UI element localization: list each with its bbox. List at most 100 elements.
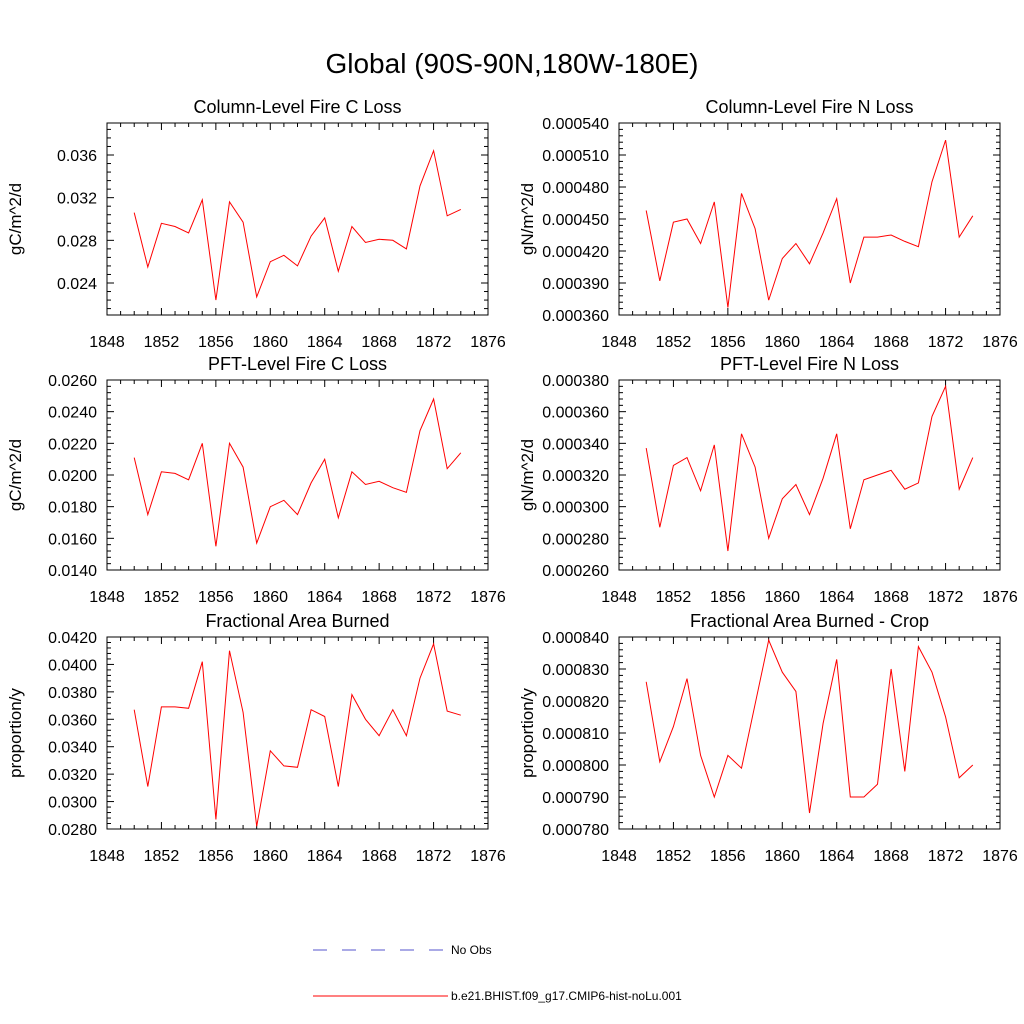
y-tick-label: 0.000840: [542, 630, 609, 647]
series-line: [645, 638, 974, 814]
x-tick-label: 1868: [361, 334, 397, 351]
y-tick-label: 0.036: [57, 148, 97, 165]
x-tick-label: 1848: [601, 589, 637, 606]
y-tick-label: 0.000280: [542, 531, 609, 548]
legend-label-no-obs: No Obs: [451, 943, 492, 957]
y-tick-label: 0.0200: [48, 468, 97, 485]
y-tick-label: 0.0160: [48, 531, 97, 548]
y-tick-label: 0.0300: [48, 795, 97, 812]
x-tick-label: 1868: [873, 848, 909, 865]
series-line: [645, 139, 974, 308]
x-tick-label: 1864: [819, 589, 855, 606]
x-tick-label: 1856: [198, 589, 234, 606]
y-tick-label: 0.000790: [542, 790, 609, 807]
y-tick-label: 0.000780: [542, 822, 609, 839]
plot-frame: [618, 122, 1001, 316]
y-tick-label: 0.0420: [48, 630, 97, 647]
x-tick-label: 1872: [928, 589, 964, 606]
y-tick-label: 0.032: [57, 191, 97, 208]
x-tick-label: 1856: [710, 334, 746, 351]
plot-frame: [106, 379, 489, 571]
x-tick-label: 1856: [710, 589, 746, 606]
panel-title: Column-Level Fire N Loss: [705, 97, 913, 117]
y-axis-label: proportion/y: [518, 688, 537, 778]
y-tick-label: 0.000480: [542, 180, 609, 197]
figure-title: Global (90S-90N,180W-180E): [325, 48, 699, 79]
x-tick-label: 1872: [416, 589, 452, 606]
x-tick-label: 1856: [198, 334, 234, 351]
y-tick-label: 0.0360: [48, 712, 97, 729]
y-tick-label: 0.000340: [542, 436, 609, 453]
y-tick-label: 0.0320: [48, 767, 97, 784]
x-tick-label: 1872: [928, 334, 964, 351]
x-tick-label: 1876: [982, 334, 1018, 351]
x-tick-label: 1860: [252, 334, 288, 351]
y-tick-label: 0.0400: [48, 657, 97, 674]
chart-panel-3: PFT-Level Fire C Loss gC/m^2/d 1848 1852 185…: [6, 354, 506, 606]
y-tick-label: 0.000360: [542, 308, 609, 325]
y-tick-label: 0.0340: [48, 740, 97, 757]
legend-label-model: b.e21.BHIST.f09_g17.CMIP6-hist-noLu.001: [451, 989, 682, 1003]
y-tick-label: 0.0240: [48, 405, 97, 422]
series-line: [133, 642, 461, 827]
x-tick-label: 1868: [873, 589, 909, 606]
x-tick-label: 1860: [764, 848, 800, 865]
series-line: [133, 148, 462, 301]
y-tick-label: 0.000510: [542, 148, 609, 165]
y-tick-label: 0.000800: [542, 758, 609, 775]
panel-title: Fractional Area Burned - Crop: [690, 611, 929, 631]
y-tick-label: 0.000420: [542, 244, 609, 261]
series-line: [645, 384, 974, 552]
y-tick-label: 0.0260: [48, 373, 97, 390]
x-tick-label: 1876: [470, 589, 506, 606]
y-axis-label: gN/m^2/d: [518, 183, 537, 255]
legend: No Obs b.e21.BHIST.f09_g17.CMIP6-hist-noL…: [313, 943, 682, 1003]
x-tick-label: 1868: [873, 334, 909, 351]
x-tick-label: 1864: [307, 334, 343, 351]
x-tick-label: 1848: [89, 848, 125, 865]
x-tick-label: 1856: [710, 848, 746, 865]
y-tick-label: 0.0380: [48, 685, 97, 702]
x-tick-label: 1876: [470, 848, 506, 865]
x-tick-label: 1864: [307, 848, 343, 865]
y-tick-label: 0.0280: [48, 822, 97, 839]
y-tick-label: 0.000300: [542, 500, 609, 517]
plot-frame: [106, 636, 489, 830]
x-tick-label: 1860: [764, 589, 800, 606]
chart-panel-1: Column-Level Fire C Loss gC/m^2/d 1848 1852…: [6, 97, 506, 351]
x-tick-label: 1868: [361, 589, 397, 606]
x-tick-label: 1848: [601, 334, 637, 351]
x-tick-label: 1872: [416, 848, 452, 865]
chart-panel-2: Column-Level Fire N Loss gN/m^2/d 1848 1852…: [518, 97, 1018, 351]
y-tick-label: 0.000830: [542, 662, 609, 679]
x-tick-label: 1872: [416, 334, 452, 351]
y-axis-label: gC/m^2/d: [6, 439, 25, 511]
y-axis-label: gN/m^2/d: [518, 439, 537, 511]
x-tick-label: 1876: [982, 848, 1018, 865]
y-tick-label: 0.000390: [542, 276, 609, 293]
plot-frame: [618, 379, 1001, 571]
y-tick-label: 0.000810: [542, 726, 609, 743]
chart-panel-6: Fractional Area Burned - Crop proportion/…: [518, 611, 1018, 865]
y-axis-label: gC/m^2/d: [6, 183, 25, 255]
y-tick-label: 0.000450: [542, 212, 609, 229]
x-tick-label: 1848: [89, 589, 125, 606]
x-tick-label: 1864: [307, 589, 343, 606]
panel-title: Fractional Area Burned: [205, 611, 389, 631]
x-tick-label: 1860: [252, 589, 288, 606]
y-tick-label: 0.000820: [542, 694, 609, 711]
y-tick-label: 0.000380: [542, 373, 609, 390]
x-tick-label: 1872: [928, 848, 964, 865]
x-tick-label: 1852: [144, 334, 180, 351]
y-tick-label: 0.0140: [48, 563, 97, 580]
y-tick-label: 0.0180: [48, 500, 97, 517]
chart-panel-5: Fractional Area Burned proportion/y 1848 18…: [6, 611, 506, 865]
panel-title: PFT-Level Fire N Loss: [720, 354, 899, 374]
x-tick-label: 1848: [89, 334, 125, 351]
x-tick-label: 1852: [144, 589, 180, 606]
y-tick-label: 0.024: [57, 276, 97, 293]
y-tick-label: 0.000320: [542, 468, 609, 485]
x-tick-label: 1852: [656, 848, 692, 865]
x-tick-label: 1868: [361, 848, 397, 865]
